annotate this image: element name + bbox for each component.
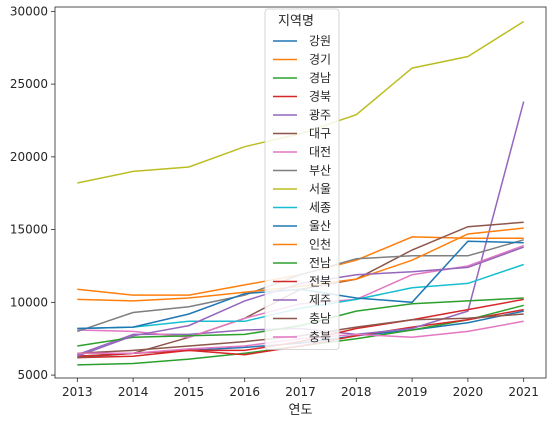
x-tick-label: 2021 [508, 385, 539, 399]
x-tick-label: 2015 [174, 385, 205, 399]
x-tick-label: 2020 [453, 385, 484, 399]
x-axis-label: 연도 [289, 403, 313, 418]
y-tick-label: 30000 [10, 4, 48, 18]
y-axis: 5000 10000 15000 20000 25000 30000 [10, 4, 55, 382]
legend-label: 전남 [309, 256, 331, 270]
legend-label: 부산 [309, 164, 331, 178]
legend-label: 제주 [309, 293, 331, 307]
legend-label: 대전 [309, 145, 331, 159]
legend-label: 세종 [309, 201, 331, 215]
legend-label: 충남 [309, 312, 331, 326]
legend-label: 대구 [309, 127, 331, 141]
y-tick-label: 5000 [17, 368, 48, 382]
legend-label: 경북 [309, 90, 331, 104]
legend-label: 충북 [309, 330, 331, 344]
legend-label: 인천 [309, 237, 331, 252]
x-tick-label: 2019 [397, 385, 428, 399]
x-tick-label: 2016 [229, 385, 260, 399]
legend-label: 서울 [309, 182, 331, 196]
y-tick-label: 25000 [10, 77, 48, 91]
legend-label: 울산 [309, 219, 331, 233]
y-tick-label: 20000 [10, 150, 48, 164]
legend-label: 경남 [309, 71, 331, 85]
x-tick-label: 2017 [285, 385, 316, 399]
legend-title: 지역명 [278, 14, 314, 29]
legend-label: 전북 [309, 275, 331, 289]
x-axis: 2013 2014 2015 2016 2017 2018 2019 2020 2021 [62, 378, 539, 399]
x-tick-label: 2014 [118, 385, 149, 399]
x-tick-label: 2018 [341, 385, 372, 399]
x-tick-label: 2013 [62, 385, 93, 399]
legend-label: 경기 [309, 53, 331, 67]
legend-box [264, 8, 340, 350]
legend-label: 강원 [309, 34, 331, 48]
y-tick-label: 10000 [10, 295, 48, 309]
y-tick-label: 15000 [10, 223, 48, 237]
legend-label: 광주 [309, 108, 331, 122]
